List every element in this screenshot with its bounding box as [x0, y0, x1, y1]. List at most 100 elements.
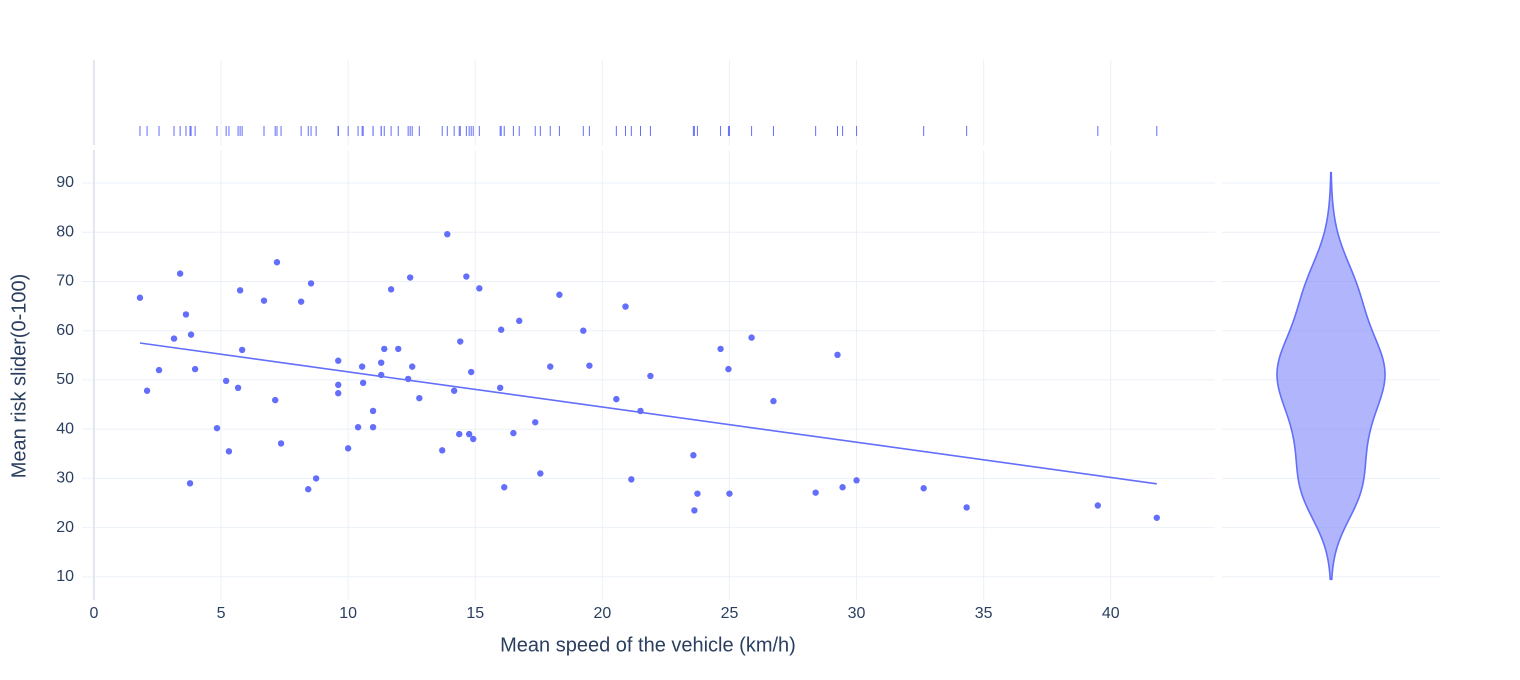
scatter-point: [186, 480, 194, 487]
scatter-point: [628, 476, 635, 483]
scatter-point: [335, 390, 342, 397]
scatter-point: [613, 395, 620, 403]
scatter-point: [236, 287, 244, 294]
scatter-point: [359, 379, 367, 387]
scatter-point: [335, 357, 342, 364]
scatter-point: [238, 346, 246, 354]
scatter-point: [770, 397, 777, 405]
scatter-point: [406, 274, 414, 281]
y-tick-label: 90: [56, 174, 74, 191]
x-tick-label: 35: [975, 605, 993, 622]
scatter-point: [369, 407, 377, 415]
y-tick-label: 60: [56, 322, 74, 339]
scatter-point: [136, 294, 144, 301]
y-tick-label: 10: [56, 568, 74, 585]
scatter-point: [501, 484, 508, 491]
trendline: [139, 342, 1157, 485]
scatter-point: [444, 230, 451, 238]
scatter-point: [812, 489, 819, 496]
scatter-point: [834, 351, 841, 359]
scatter-point: [277, 440, 285, 447]
scatter-point: [234, 384, 242, 392]
x-tick-label: 5: [217, 605, 226, 622]
scatter-point: [725, 365, 732, 373]
scatter-point: [690, 452, 697, 459]
x-tick-label: 15: [466, 605, 484, 622]
scatter-point: [354, 423, 362, 431]
y-tick-label: 20: [56, 519, 74, 536]
scatter-point: [496, 384, 504, 392]
scatter-point: [691, 507, 698, 514]
scatter-point: [556, 291, 563, 298]
x-tick-label: 40: [1102, 605, 1120, 622]
scatter-point: [532, 419, 539, 426]
y-tick-label: 80: [56, 223, 74, 240]
scatter-point: [225, 448, 233, 455]
scatter-point: [170, 335, 178, 342]
scatter-point: [271, 396, 279, 404]
scatter-point: [176, 270, 184, 277]
scatter-point: [726, 490, 733, 497]
scatter-point: [416, 394, 423, 402]
scatter-point: [586, 362, 593, 369]
scatter-point: [622, 303, 629, 310]
scatter-point: [853, 477, 860, 484]
y-tick-label: 70: [56, 273, 74, 290]
scatter-point: [647, 372, 654, 380]
scatter-point: [191, 365, 199, 373]
scatter-point: [537, 470, 544, 477]
scatter-point: [182, 311, 190, 318]
scatter-point: [497, 326, 505, 333]
x-tick-label: 20: [593, 605, 611, 622]
scatter-point: [580, 327, 587, 334]
scatter-point: [378, 359, 385, 366]
scatter-point: [335, 381, 342, 389]
scatter-point: [963, 504, 970, 511]
scatter-point: [378, 371, 385, 379]
y-tick-label: 40: [56, 420, 74, 437]
scatter-point: [467, 368, 475, 376]
scatter-point: [694, 490, 701, 497]
scatter-point: [213, 424, 221, 432]
scatter-point: [409, 363, 416, 370]
scatter-point: [143, 387, 151, 394]
scatter-point: [717, 345, 724, 353]
scatter-point: [1153, 514, 1160, 521]
scatter-point: [920, 485, 927, 492]
scatter-point: [404, 375, 412, 383]
scatter-point: [381, 345, 388, 353]
scatter-point: [369, 423, 377, 431]
scatter-point: [463, 273, 470, 280]
scatter-point: [547, 363, 554, 370]
scatter-point: [439, 447, 446, 454]
violin: [1276, 171, 1386, 581]
x-tick-label: 10: [339, 605, 357, 622]
scatter-point: [510, 429, 517, 437]
scatter-point: [187, 331, 195, 338]
y-tick-label: 30: [56, 470, 74, 487]
x-tick-label: 25: [721, 605, 739, 622]
scatter-point: [155, 366, 163, 374]
scatter-point: [516, 317, 523, 325]
scatter-point: [273, 259, 281, 266]
scatter-point: [344, 445, 352, 452]
scatter-point: [387, 286, 395, 293]
y-tick-label: 50: [56, 371, 74, 388]
scatter-point: [222, 377, 230, 385]
scatter-point: [312, 475, 320, 482]
scatter-point: [637, 407, 644, 415]
scatter-point: [305, 486, 312, 493]
scatter-point: [476, 285, 483, 292]
scatter-point: [457, 338, 464, 345]
scatter-point: [1094, 502, 1102, 509]
scatter-point: [260, 297, 268, 304]
scatter-point: [465, 430, 473, 438]
scatter-point: [358, 363, 366, 370]
scatter-point: [307, 280, 315, 287]
x-axis-title: Mean speed of the vehicle (km/h): [500, 634, 796, 656]
x-tick-label: 0: [89, 605, 98, 622]
x-tick-label: 30: [848, 605, 866, 622]
scatter-point: [456, 430, 463, 438]
scatter-point: [839, 484, 846, 491]
scatter-point: [470, 435, 477, 443]
